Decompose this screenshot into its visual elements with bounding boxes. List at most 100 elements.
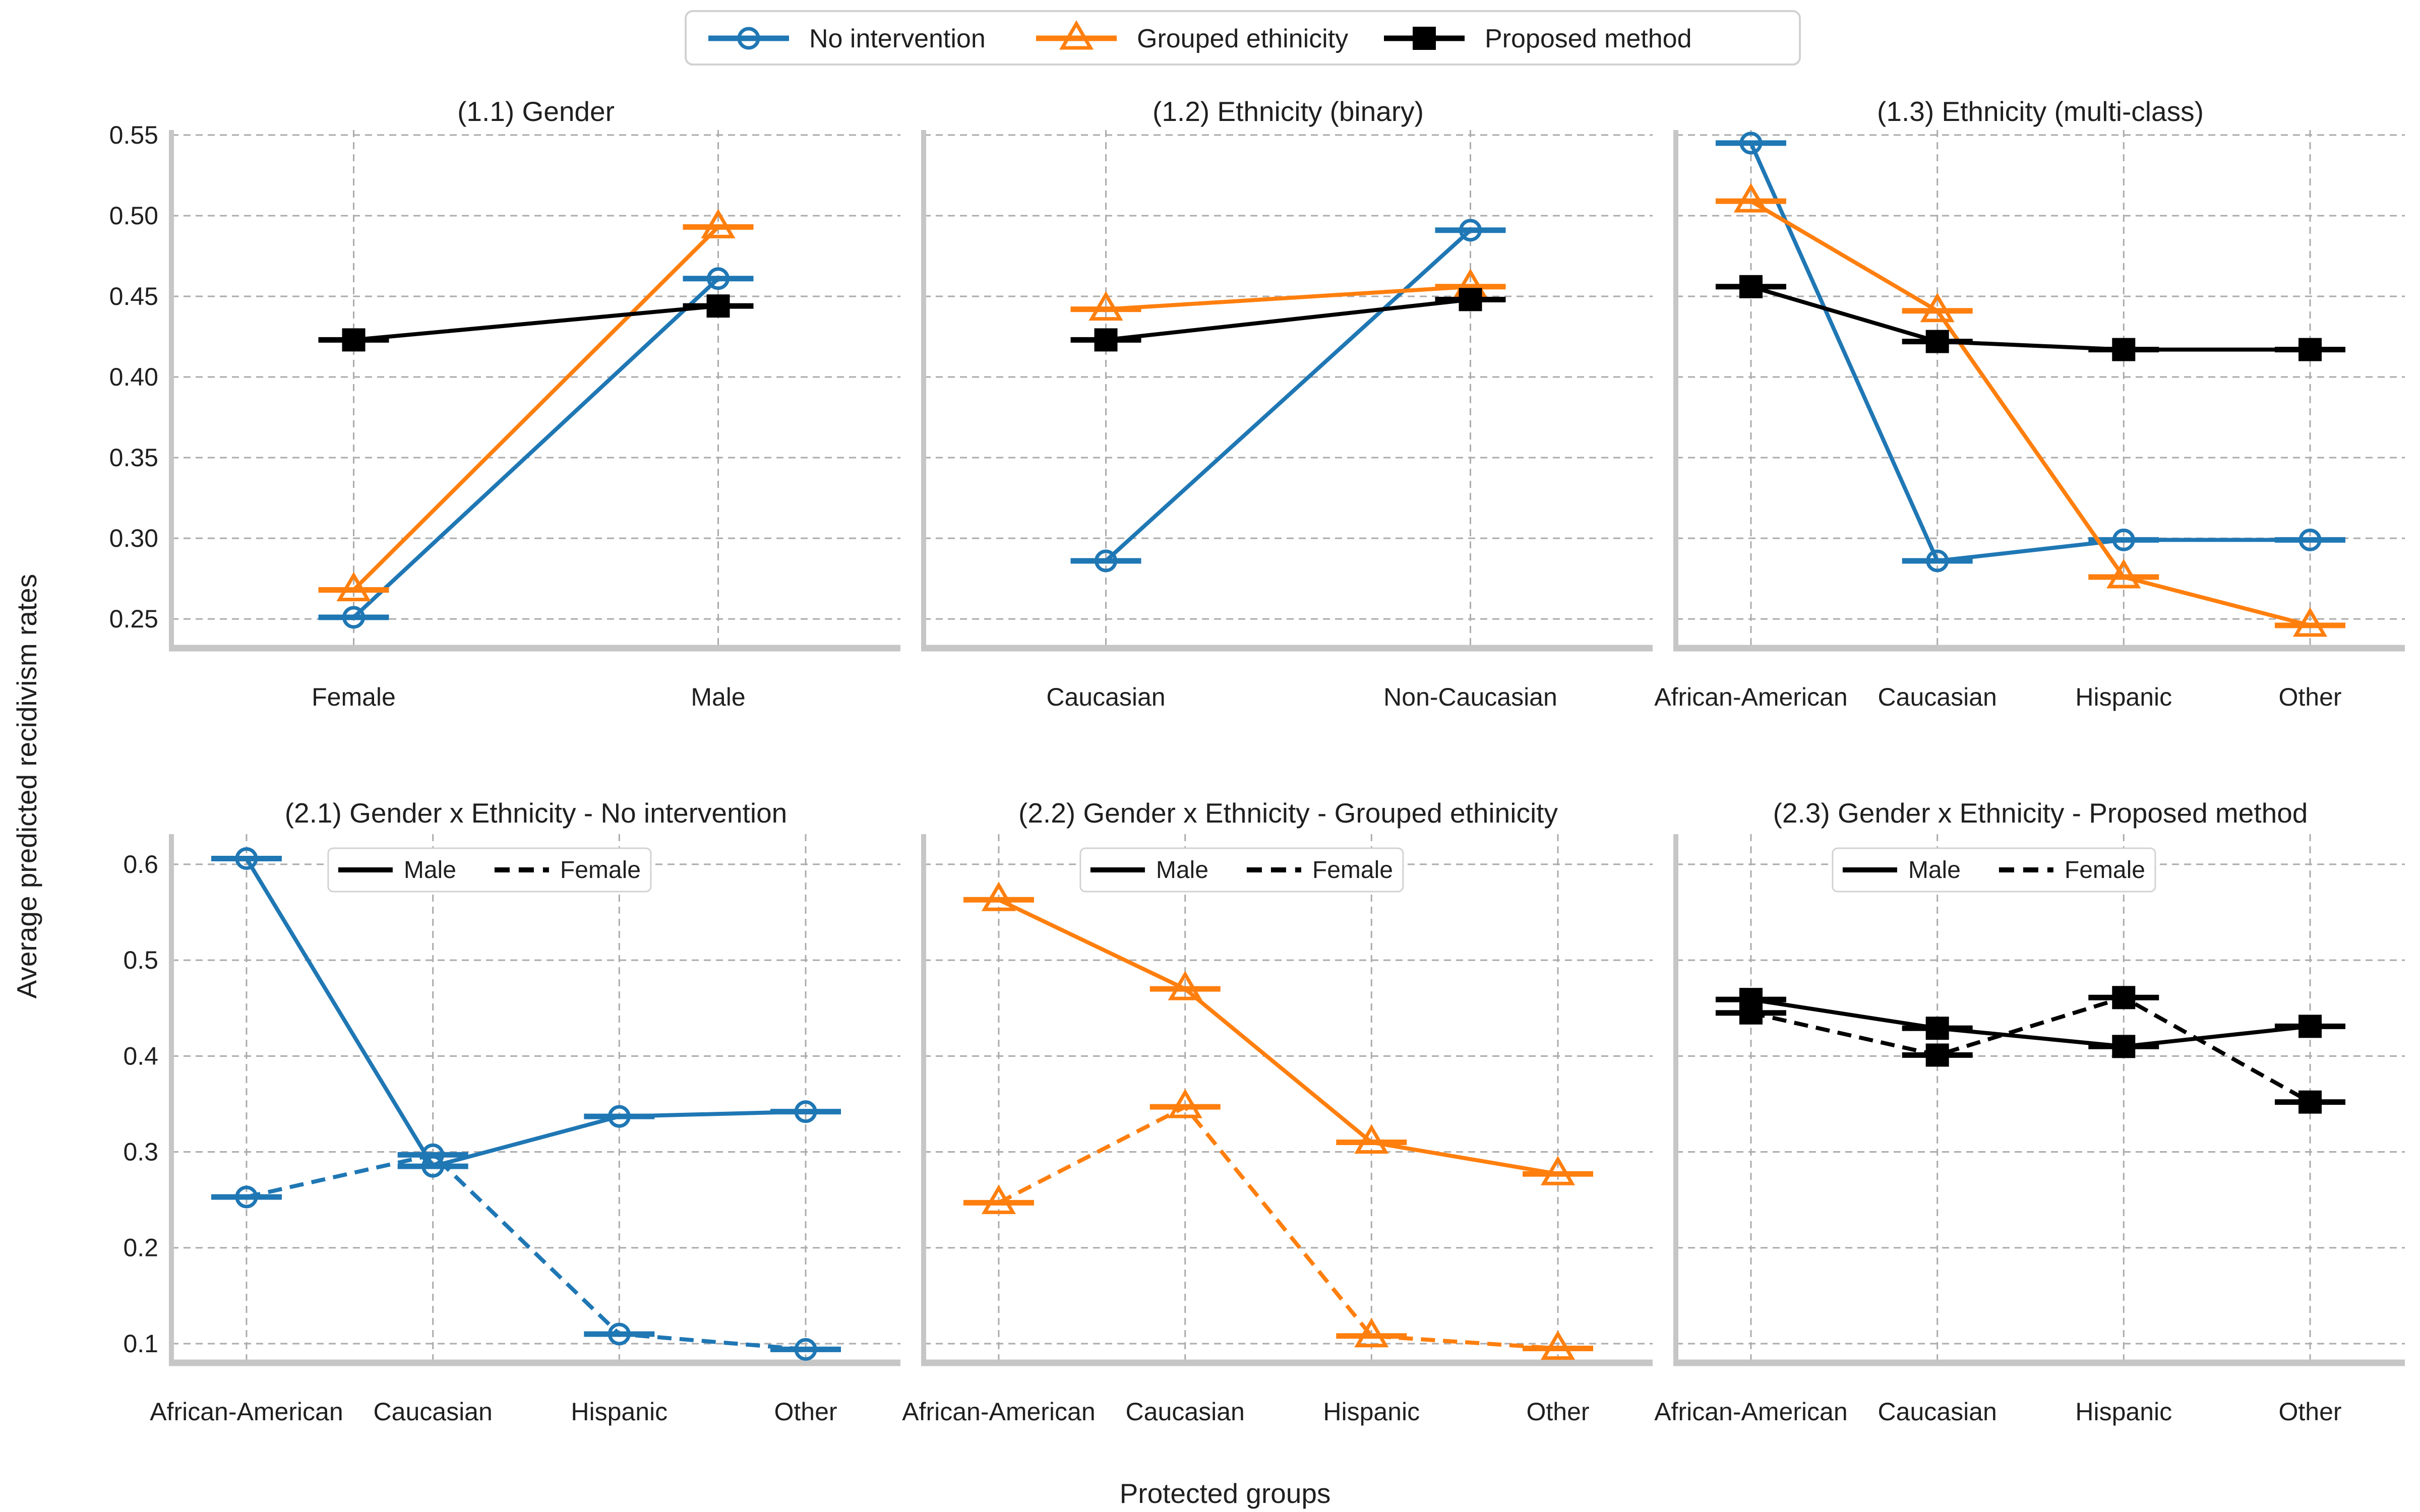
x-tick-label: Caucasian <box>1878 1398 1997 1426</box>
y-axis-label: Average predicted recidivism rates <box>11 574 42 999</box>
female-marker <box>608 1322 631 1346</box>
grouped ethinicity-marker <box>336 572 371 601</box>
series-line-male <box>998 898 1558 1176</box>
y-tick-label: 0.30 <box>109 524 158 552</box>
y-tick-label: 0.4 <box>123 1042 158 1070</box>
legend-item-label: Proposed method <box>1485 24 1692 53</box>
series-line-female <box>246 1152 806 1352</box>
female-marker <box>421 1143 445 1166</box>
figure-legend: No intervention Grouped ethinicity Propose… <box>685 10 1801 66</box>
proposed method-marker <box>706 294 730 318</box>
y-tick-label: 0.40 <box>109 363 158 391</box>
female-marker <box>235 1185 258 1209</box>
female-marker <box>1540 1330 1576 1360</box>
x-tick-label: Caucasian <box>374 1398 493 1426</box>
inner-legend-female-label: Female <box>560 857 641 884</box>
female-marker <box>1925 1043 1949 1067</box>
no intervention-marker <box>1095 549 1117 573</box>
no intervention-marker <box>1459 219 1482 242</box>
series-line-no-intervention <box>352 277 720 619</box>
proposed method-marker <box>1739 275 1763 298</box>
legend-circle-marker <box>737 27 760 50</box>
proposed method-marker <box>1925 330 1949 353</box>
x-axis-label: Protected groups <box>1120 1478 1331 1509</box>
panel-title: (1.3) Ethnicity (multi-class) <box>1877 96 2204 127</box>
inner-legend-male-label: Male <box>1156 857 1208 884</box>
grouped ethinicity-marker <box>701 209 736 238</box>
grouped ethinicity-marker <box>2292 607 2328 637</box>
series-line-grouped-ethinicity <box>1106 284 1471 311</box>
inner-legend-female-label: Female <box>2065 857 2145 884</box>
legend-item-label: Grouped ethinicity <box>1137 24 1348 53</box>
x-tick-label: Hispanic <box>1323 1398 1420 1426</box>
female-marker <box>981 1184 1016 1214</box>
y-tick-label: 0.2 <box>123 1234 158 1262</box>
no intervention-marker <box>2112 528 2135 551</box>
inner-legend-box <box>1832 847 2156 893</box>
x-tick-label: Other <box>1526 1398 1589 1426</box>
series-line-grouped-ethinicity <box>352 225 720 592</box>
inner-legend-male-label: Male <box>404 857 456 884</box>
x-tick-label: African-American <box>1654 683 1847 711</box>
series-line-female <box>1750 995 2311 1104</box>
inner-legend-female-label: Female <box>1312 857 1393 884</box>
x-tick-label: Other <box>774 1398 837 1426</box>
y-tick-label: 0.3 <box>123 1138 158 1166</box>
x-tick-label: African-American <box>150 1398 343 1426</box>
proposed method-marker <box>2112 338 2136 361</box>
x-tick-label: Female <box>312 683 396 711</box>
x-tick-label: Non-Caucasian <box>1383 683 1557 711</box>
legend-triangle-marker <box>1059 20 1094 50</box>
female-marker <box>1354 1317 1389 1348</box>
inner-legend-box <box>327 847 652 893</box>
figure-legend-box <box>685 10 1801 66</box>
grouped ethinicity-marker <box>1920 292 1955 323</box>
proposed method-marker <box>2298 338 2322 361</box>
panel-title: (2.3) Gender x Ethnicity - Proposed meth… <box>1773 797 2308 829</box>
series-line-male <box>1750 997 2311 1049</box>
x-tick-label: Hispanic <box>571 1398 668 1426</box>
no intervention-marker <box>2298 528 2322 551</box>
legend-square-marker <box>1413 27 1436 50</box>
x-tick-label: Caucasian <box>1046 683 1165 711</box>
inner-legend-male-label: Male <box>1908 857 1961 884</box>
panel-1.3: (1.3) Ethnicity (multi-class) African-Ame… <box>1654 96 2405 711</box>
series-line-male <box>245 857 806 1169</box>
panel-2.2: (2.2) Gender x Ethnicity - Grouped ethin… <box>902 797 1653 1426</box>
male-marker <box>235 847 258 870</box>
y-tick-label: 0.50 <box>109 202 158 230</box>
female-marker <box>2112 986 2136 1010</box>
female-marker <box>2298 1090 2322 1114</box>
x-tick-label: Hispanic <box>2075 683 2172 711</box>
series-line-no-intervention <box>1104 228 1472 562</box>
x-tick-label: Male <box>691 683 745 711</box>
no intervention-marker <box>1739 132 1763 155</box>
male-marker <box>2112 1035 2136 1058</box>
x-tick-label: Hispanic <box>2075 1398 2172 1426</box>
male-marker <box>981 881 1016 911</box>
x-tick-label: African-American <box>902 1398 1095 1426</box>
x-tick-label: Caucasian <box>1126 1398 1245 1426</box>
x-tick-label: Caucasian <box>1878 683 1997 711</box>
series-line-no-intervention <box>1749 142 2311 563</box>
panel-1.2: (1.2) Ethnicity (binary) Caucasian Non-Cau… <box>921 96 1653 711</box>
panel-title: (2.2) Gender x Ethnicity - Grouped ethin… <box>1018 797 1558 829</box>
y-tick-label: 0.6 <box>123 850 158 878</box>
panel-2.3: (2.3) Gender x Ethnicity - Proposed meth… <box>1654 797 2405 1426</box>
panel-1.1: (1.1) Gender Female Male 0.55 0.50 0.45 0.40 0.… <box>109 96 900 711</box>
y-tick-label: 0.35 <box>109 444 158 472</box>
panel-title: (1.1) Gender <box>457 96 615 127</box>
female-marker <box>1168 1089 1202 1118</box>
y-tick-label: 0.45 <box>109 282 158 310</box>
y-tick-label: 0.1 <box>123 1330 158 1358</box>
male-marker <box>794 1100 817 1123</box>
proposed method-marker <box>342 328 366 352</box>
male-marker <box>1925 1017 1949 1040</box>
female-marker <box>1739 1001 1763 1025</box>
series-line-female <box>998 1104 1558 1351</box>
series-line-proposed-method <box>353 304 718 342</box>
no intervention-marker <box>707 267 730 290</box>
grouped ethinicity-marker <box>1733 183 1769 213</box>
panel-2.1: (2.1) Gender x Ethnicity - No interventi… <box>123 797 900 1426</box>
male-marker <box>1354 1124 1389 1154</box>
